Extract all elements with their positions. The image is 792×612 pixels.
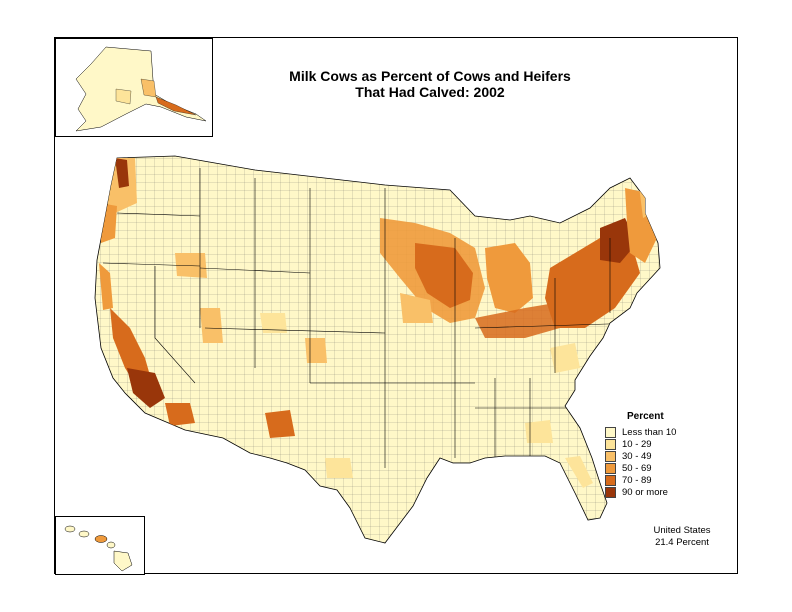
legend-label: Less than 10 bbox=[622, 426, 677, 438]
legend-swatch bbox=[605, 426, 616, 438]
region-puget bbox=[115, 158, 129, 188]
legend: Percent Less than 10 10 - 29 30 - 49 50 - 6… bbox=[605, 411, 715, 498]
region-georgia bbox=[525, 420, 553, 443]
hawaii-map bbox=[64, 525, 133, 572]
legend-label: 10 - 29 bbox=[622, 438, 652, 450]
title-line-1: Milk Cows as Percent of Cows and Heifers bbox=[289, 68, 571, 84]
state-lines bbox=[102, 168, 641, 468]
legend-item: 50 - 69 bbox=[605, 462, 715, 474]
region-michigan bbox=[485, 243, 533, 313]
region-virginia bbox=[550, 343, 580, 373]
alaska-inset bbox=[55, 38, 213, 137]
legend-item: 70 - 89 bbox=[605, 474, 715, 486]
legend-item: 90 or more bbox=[605, 486, 715, 498]
legend-item: 10 - 29 bbox=[605, 438, 715, 450]
region-colorado bbox=[260, 313, 287, 333]
summary-line-2: 21.4 Percent bbox=[655, 537, 709, 548]
region-texas-central bbox=[325, 458, 353, 478]
region-southern-california bbox=[127, 368, 165, 408]
legend-rows: Less than 10 10 - 29 30 - 49 50 - 69 70 - 89… bbox=[605, 426, 715, 498]
legend-label: 30 - 49 bbox=[622, 450, 652, 462]
legend-swatch bbox=[605, 474, 616, 486]
region-oregon-valley bbox=[100, 203, 117, 243]
summary-line-1: United States bbox=[653, 525, 711, 536]
alaska-map bbox=[75, 46, 207, 132]
region-iowa-ne bbox=[400, 293, 433, 323]
region-utah bbox=[200, 308, 223, 343]
legend-label: 70 - 89 bbox=[622, 474, 652, 486]
legend-swatch bbox=[605, 486, 616, 498]
summary: United States 21.4 Percent bbox=[627, 525, 737, 549]
region-ohio-indiana bbox=[475, 303, 560, 338]
region-wisconsin-core bbox=[415, 243, 473, 308]
map-title: Milk Cows as Percent of Cows and Heifers… bbox=[285, 68, 575, 100]
region-new-mexico-east bbox=[265, 410, 295, 438]
legend-title: Percent bbox=[627, 411, 664, 422]
map-frame: Milk Cows as Percent of Cows and Heifers… bbox=[54, 37, 738, 575]
legend-label: 90 or more bbox=[622, 486, 668, 498]
hawaii-inset bbox=[55, 516, 145, 575]
legend-item: 30 - 49 bbox=[605, 450, 715, 462]
region-california-coast bbox=[99, 263, 113, 310]
legend-label: 50 - 69 bbox=[622, 462, 652, 474]
region-arizona bbox=[165, 403, 195, 426]
legend-swatch bbox=[605, 438, 616, 450]
region-florida bbox=[565, 456, 593, 488]
region-texas-panhandle bbox=[305, 338, 327, 363]
legend-item: Less than 10 bbox=[605, 426, 715, 438]
us-county-map bbox=[94, 155, 661, 544]
legend-swatch bbox=[605, 450, 616, 462]
legend-swatch bbox=[605, 462, 616, 474]
title-line-2: That Had Calved: 2002 bbox=[355, 84, 505, 100]
